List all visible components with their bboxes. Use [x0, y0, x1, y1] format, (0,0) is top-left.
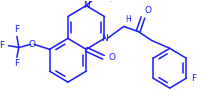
Text: H: H [126, 14, 131, 23]
Text: F: F [14, 25, 19, 34]
Text: F: F [14, 59, 19, 68]
Text: F: F [191, 74, 196, 83]
Text: O: O [108, 53, 115, 62]
Text: N: N [101, 34, 108, 43]
Text: F: F [0, 41, 4, 50]
Text: O: O [29, 40, 36, 49]
Text: N: N [83, 1, 89, 10]
Text: O: O [145, 6, 152, 15]
